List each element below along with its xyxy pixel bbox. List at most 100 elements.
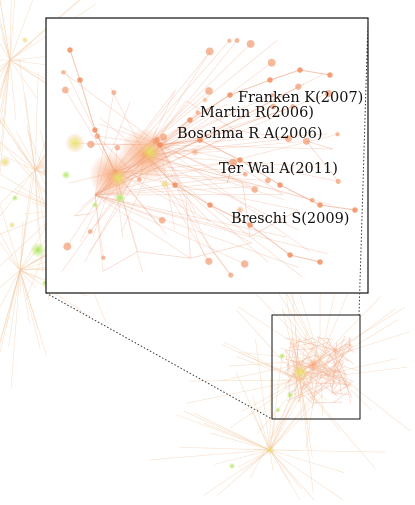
inset-node [335,132,340,137]
bg-edge [0,59,11,96]
bg-edge [0,242,21,271]
inset-edge [289,254,321,263]
inset-node [67,47,73,53]
bg-edge [1,117,36,171]
inset-node [111,89,117,96]
bg-edge [269,449,344,501]
inset-edge [159,129,237,146]
bg-edge [0,154,36,171]
bg-edge [236,356,301,381]
bg-edge [301,346,311,359]
inset-node [94,133,101,139]
bg-edge [311,336,349,362]
bg-edge [0,43,11,61]
bg-edge [237,449,271,468]
bg-edge [311,369,342,374]
bg-edge [315,354,335,357]
inset-edge [79,79,96,131]
inset-edge [159,144,333,150]
bg-edge [19,220,26,271]
bg-edge [229,359,321,367]
bg-node [22,37,28,43]
bg-edge [0,204,21,271]
bg-edge [299,379,302,422]
bg-edge [330,385,350,394]
bg-edge [319,292,336,361]
bg-edge [310,384,330,399]
inset-edge [235,129,289,140]
inset-edge [242,182,251,237]
inset-node [265,177,271,184]
inset-node [290,104,296,109]
inset-edge [209,204,251,226]
inset-edge [94,193,283,196]
bg-edge [0,59,11,153]
bg-edge [269,392,297,451]
label-martin: Martin R(2006) [200,105,314,121]
inset-hub [92,202,98,208]
inset-edge [94,194,287,238]
inset-node [158,216,166,224]
inset-edge [174,184,211,206]
bg-node [12,195,18,201]
inset-edge [239,159,281,186]
bg-node [31,243,45,257]
inset-node [267,77,273,83]
inset-node [227,38,232,43]
bg-edge [150,449,271,461]
bg-edge [303,337,343,365]
bg-edge [8,257,21,271]
inset-node [251,186,259,193]
inset-edge [159,144,311,253]
inset-edge [299,69,331,76]
bg-edge [326,337,348,379]
bg-edge [219,359,321,382]
inset-edge [74,213,91,217]
label-boschma: Boschma R A(2006) [177,126,323,142]
bg-edge [183,410,271,451]
inset-node [227,92,233,98]
bg-edge [204,423,271,451]
bg-edge [299,379,341,432]
inset-node [187,117,193,123]
inset-node [317,259,323,265]
inset-edge [159,103,228,146]
bg-edge [9,0,12,61]
inset-edge [249,209,299,237]
inset-edge [319,204,356,211]
bg-edge [9,0,16,61]
bg-edge [9,0,34,61]
inset-edge [144,140,307,156]
bg-edge [287,380,329,402]
bg-node [292,364,308,380]
inset-edge [269,69,301,81]
bg-edge [235,372,271,451]
bg-edge [203,449,271,496]
bg-edge [176,414,271,451]
inset-edge [232,162,283,195]
inset-node [240,260,249,268]
bg-edge [331,392,349,396]
bg-edge [285,350,289,367]
inset-node [207,202,213,208]
inset-node [205,47,214,56]
bg-edge [319,359,360,371]
bg-edge [332,379,341,393]
bg-edge [300,393,314,405]
bg-edge [5,269,21,329]
label-franken: Franken K(2007) [238,90,363,106]
bg-edge [324,349,344,385]
bg-edge [269,353,283,451]
bg-edge [326,372,334,394]
node-labels: Franken K(2007) Martin R(2006) Boschma R… [177,90,363,227]
inset-node [63,242,72,251]
inset-edge [144,154,268,263]
bg-edge [0,232,21,271]
bg-edge [189,379,301,382]
bg-edge [230,379,301,428]
zoom-source-box [271,314,361,420]
bg-edge [34,72,39,171]
inset-edge [190,242,252,259]
bg-edge [237,306,321,361]
inset-node [92,127,98,133]
